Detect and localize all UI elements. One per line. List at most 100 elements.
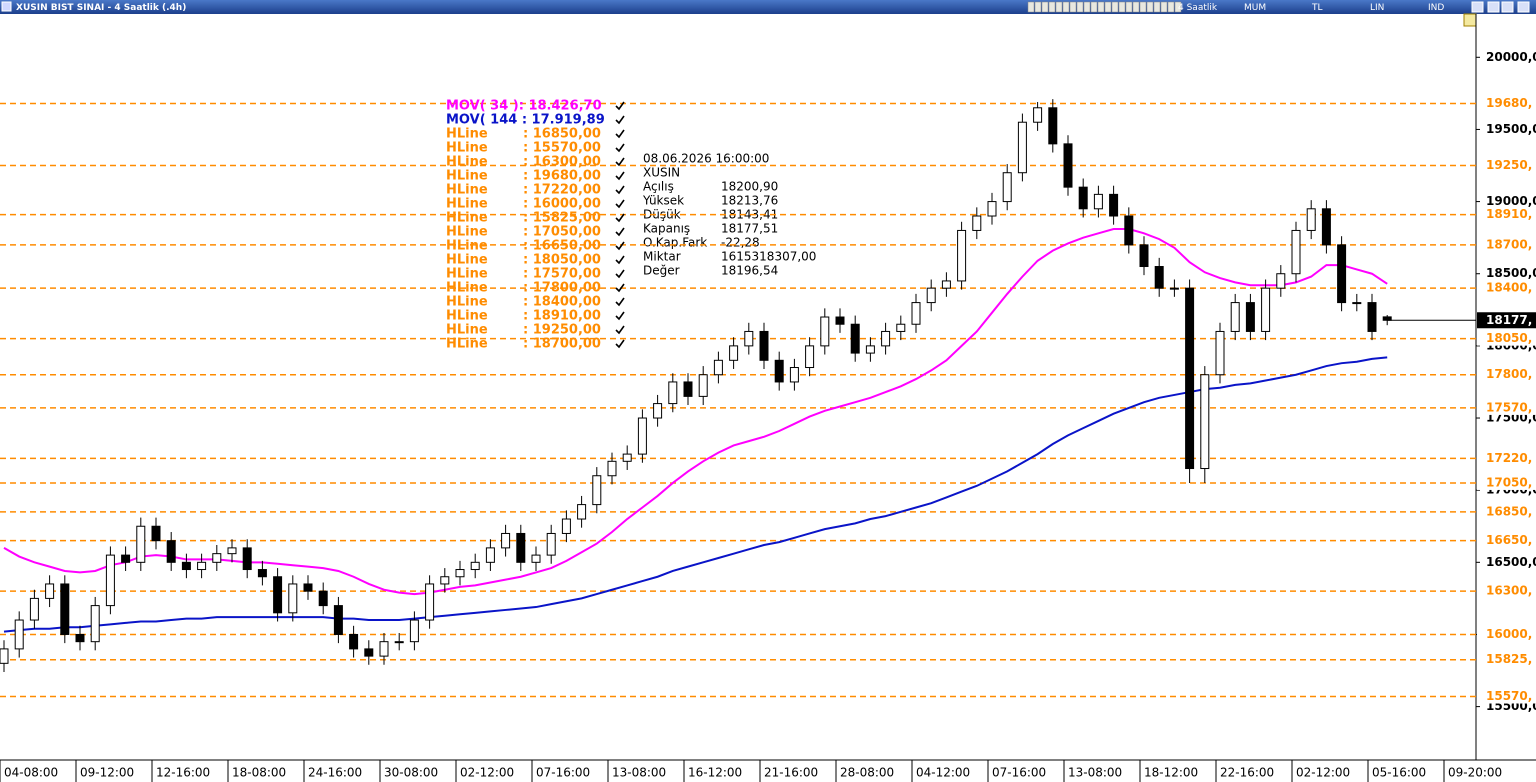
toolbar-button[interactable] — [1118, 1, 1126, 13]
candle-body — [653, 403, 663, 419]
x-tick-label: 04-12:00 — [916, 766, 970, 780]
candle-body — [455, 569, 465, 578]
check-icon — [615, 227, 625, 237]
info-value: -22,28 — [721, 236, 760, 250]
toolbar-item[interactable]: 4 Saatlik — [1178, 3, 1218, 13]
check-icon — [615, 283, 625, 293]
candle-body — [1063, 143, 1073, 188]
toolbar-item[interactable]: TL — [1311, 3, 1323, 13]
x-tick-label: 07-16:00 — [992, 766, 1046, 780]
legend-entry-value: : 17800,00 — [523, 281, 601, 296]
hline-axis-label: 17050, — [1486, 475, 1532, 489]
toolbar-button[interactable] — [1083, 1, 1091, 13]
toolbar-item[interactable]: MUM — [1244, 3, 1266, 13]
candle-body — [713, 359, 723, 376]
y-tick-label: 20000,0 — [1486, 50, 1536, 64]
y-tick-label: 19500,0 — [1486, 122, 1536, 136]
x-tick-label: 09-20:00 — [1448, 766, 1502, 780]
candle-body — [637, 417, 647, 455]
candle-body — [881, 330, 891, 347]
window-button[interactable] — [1487, 1, 1500, 13]
window-button[interactable] — [1517, 1, 1530, 13]
toolbar-item[interactable]: LIN — [1370, 3, 1384, 13]
candle-body — [349, 633, 359, 650]
toolbar-button[interactable] — [1048, 1, 1056, 13]
candle-body — [364, 648, 374, 657]
window-button[interactable] — [1501, 1, 1514, 13]
toolbar-button[interactable] — [1055, 1, 1063, 13]
hline-tag-bg — [1477, 689, 1536, 704]
x-tick-label: 13-08:00 — [612, 766, 666, 780]
candle-body — [75, 633, 85, 643]
check-icon — [615, 157, 625, 167]
check-icon — [615, 269, 625, 279]
toolbar-button[interactable] — [1132, 1, 1140, 13]
candle-body — [318, 590, 328, 607]
legend-entry-value: : 16850,00 — [523, 127, 601, 142]
candle-body — [1230, 302, 1240, 332]
hline-tag-bg — [1477, 400, 1536, 415]
candle-body — [121, 554, 131, 563]
candle-body — [1321, 208, 1331, 246]
hline-tag-bg — [1477, 451, 1536, 466]
toolbar-item[interactable]: IND — [1428, 3, 1444, 13]
check-icon — [615, 213, 625, 223]
toolbar-button[interactable] — [1111, 1, 1119, 13]
toolbar-button[interactable] — [1076, 1, 1084, 13]
legend-entry-name: HLine — [446, 253, 488, 268]
toolbar-button[interactable] — [1153, 1, 1161, 13]
last-price-label: 18177, — [1486, 313, 1532, 327]
toolbar-button[interactable] — [1139, 1, 1147, 13]
corner-button[interactable] — [1463, 13, 1477, 27]
x-tick-label: 12-16:00 — [156, 766, 210, 780]
toolbar-button[interactable] — [1041, 1, 1049, 13]
candle-body — [820, 316, 830, 347]
x-tick-label: 21-16:00 — [764, 766, 818, 780]
check-icon — [615, 185, 625, 195]
toolbar-button[interactable] — [1174, 1, 1182, 13]
legend-entry-value: : 16300,00 — [523, 155, 601, 170]
toolbar-button[interactable] — [1034, 1, 1042, 13]
moving-average-line — [3, 227, 1388, 596]
legend-entry-value: : 16000,00 — [523, 197, 601, 212]
candle-body — [729, 345, 739, 361]
candle-body — [592, 475, 602, 506]
moving-average-line — [3, 356, 1388, 633]
candle-body — [622, 453, 632, 462]
candle-body — [865, 345, 875, 354]
y-tick-label: 16500,0 — [1486, 555, 1536, 569]
toolbar-button[interactable] — [1090, 1, 1098, 13]
hline-tag-bg — [1477, 652, 1536, 667]
toolbar-button[interactable] — [1027, 1, 1035, 13]
hline-tag-bg — [1477, 584, 1536, 599]
legend-entry-name: HLine — [446, 295, 488, 310]
legend-entry-value: : 15825,00 — [523, 211, 601, 226]
candle-body — [744, 330, 754, 347]
toolbar-button[interactable] — [1125, 1, 1133, 13]
toolbar-button[interactable] — [1167, 1, 1175, 13]
candle-body — [546, 532, 556, 556]
toolbar-button[interactable] — [1160, 1, 1168, 13]
check-icon — [615, 171, 625, 181]
window-icon[interactable] — [1, 1, 12, 12]
check-icon — [615, 199, 625, 209]
check-icon — [615, 255, 625, 265]
x-tick-label: 24-16:00 — [308, 766, 362, 780]
toolbar-button[interactable] — [1097, 1, 1105, 13]
x-tick-label: 22-16:00 — [1220, 766, 1274, 780]
window-button[interactable] — [1471, 1, 1484, 13]
hline-axis-label: 16850, — [1486, 504, 1532, 518]
candle-body — [941, 280, 951, 289]
hline-axis-label: 18050, — [1486, 331, 1532, 345]
legend-entry-value: : 17050,00 — [523, 225, 601, 240]
toolbar-button[interactable] — [1146, 1, 1154, 13]
candle-body — [1352, 302, 1362, 305]
toolbar-button[interactable] — [1104, 1, 1112, 13]
toolbar-button[interactable] — [1069, 1, 1077, 13]
candle-body — [1367, 302, 1377, 332]
legend-entry-name: HLine — [446, 211, 488, 226]
candle-body — [1109, 193, 1119, 217]
legend-entry-value: : 17220,00 — [523, 183, 601, 198]
toolbar-button[interactable] — [1062, 1, 1070, 13]
